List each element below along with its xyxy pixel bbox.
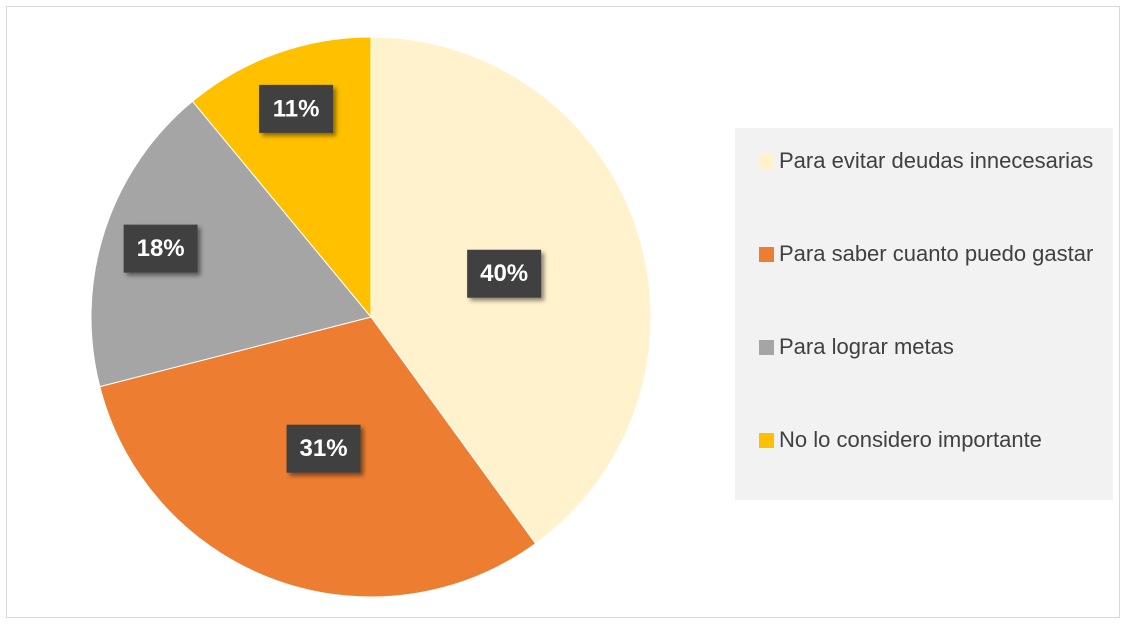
legend-item: Para evitar deudas innecesarias — [759, 145, 1099, 238]
data-label: 18% — [137, 235, 185, 262]
data-label-box — [467, 249, 542, 298]
legend-swatch — [759, 340, 774, 355]
data-label-box — [286, 424, 361, 473]
legend-label: Para lograr metas — [779, 334, 954, 359]
data-label: 31% — [300, 435, 348, 462]
legend-label: Para evitar deudas innecesarias — [779, 148, 1094, 173]
data-label-box — [123, 224, 198, 273]
data-label: 11% — [273, 95, 320, 122]
legend-swatch — [759, 433, 774, 448]
legend-swatch — [759, 154, 774, 169]
data-labels: 40% 31% 18% 11% — [123, 84, 542, 473]
legend-item: Para saber cuanto puedo gastar — [759, 238, 1099, 331]
legend-item: No lo considero importante — [759, 424, 1099, 517]
legend-swatch — [759, 247, 774, 262]
legend-item: Para lograr metas — [759, 331, 1099, 424]
data-label: 40% — [480, 260, 528, 287]
pie-slice — [90, 100, 372, 388]
legend-label: No lo considero importante — [779, 427, 1042, 452]
pie — [90, 36, 652, 598]
legend: Para evitar deudas innecesarias Para sabe… — [735, 128, 1113, 500]
data-label-box — [259, 84, 334, 133]
legend-label: Para saber cuanto puedo gastar — [779, 241, 1094, 266]
